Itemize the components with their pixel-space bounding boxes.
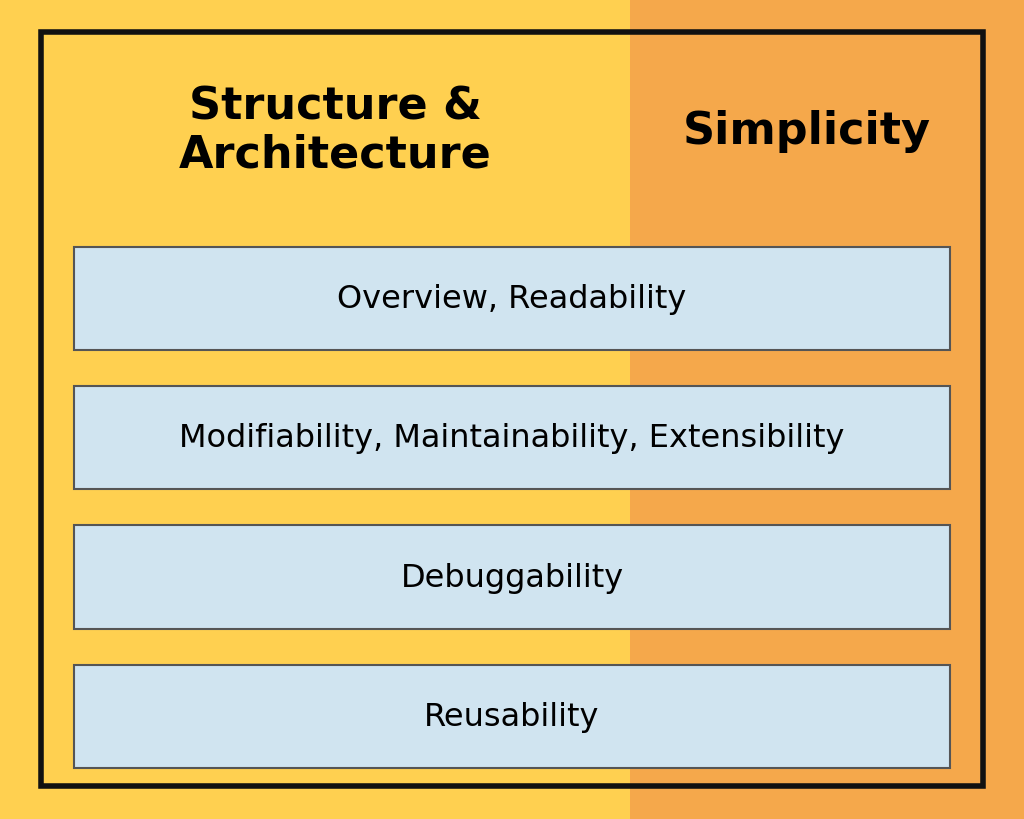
Text: Debuggability: Debuggability — [400, 562, 624, 593]
Bar — [41, 33, 630, 786]
FancyBboxPatch shape — [74, 665, 950, 768]
Text: Overview, Readability: Overview, Readability — [337, 283, 687, 314]
FancyBboxPatch shape — [74, 387, 950, 490]
FancyBboxPatch shape — [74, 247, 950, 351]
Text: Simplicity: Simplicity — [682, 110, 931, 152]
Bar — [0, 0, 630, 819]
Text: Modifiability, Maintainability, Extensibility: Modifiability, Maintainability, Extensib… — [179, 423, 845, 454]
FancyBboxPatch shape — [74, 526, 950, 629]
Bar — [630, 33, 983, 786]
Text: Reusability: Reusability — [424, 701, 600, 732]
Text: Structure &
Architecture: Structure & Architecture — [179, 85, 492, 177]
